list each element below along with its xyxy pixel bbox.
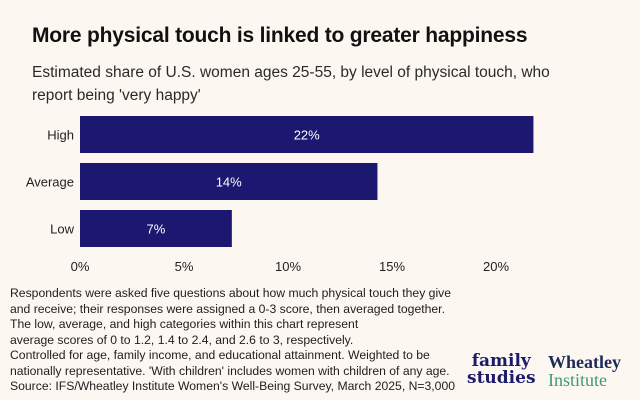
- chart-title: More physical touch is linked to greater…: [32, 24, 528, 47]
- chart-notes: Respondents were asked five questions ab…: [10, 286, 460, 395]
- category-label: Average: [26, 175, 74, 190]
- bar-high: [80, 116, 534, 153]
- bar-average: [80, 163, 378, 200]
- category-label: Low: [50, 222, 74, 237]
- note-line: nationally representative. 'With childre…: [10, 363, 450, 378]
- x-tick-label: 15%: [379, 259, 405, 274]
- x-tick-label: 5%: [175, 259, 194, 274]
- family-studies-logo: family studies: [467, 353, 536, 387]
- logo-text: Institute: [548, 370, 607, 390]
- data-label: 22%: [294, 128, 320, 143]
- data-label: 7%: [147, 222, 166, 237]
- x-tick-label: 10%: [275, 259, 301, 274]
- wheatley-institute-logo: Wheatley Institute: [548, 353, 621, 389]
- note-line: Respondents were asked five questions ab…: [10, 286, 452, 300]
- logo-text: studies: [467, 368, 536, 388]
- note-line: and receive; their responses were assign…: [10, 301, 445, 316]
- note-line: average scores of 0 to 1.2, 1.4 to 2.4, …: [10, 332, 354, 347]
- logo-text: Wheatley: [548, 352, 621, 372]
- note-line: The low, average, and high categories wi…: [10, 317, 359, 331]
- bar-low: [80, 210, 232, 247]
- chart-subtitle: Estimated share of U.S. women ages 25-55…: [32, 64, 550, 104]
- x-tick-label: 0%: [71, 259, 90, 274]
- bar-chart: High 22% Average 14% Low 7% 0% 5% 10% 15% 20%: [26, 116, 534, 274]
- category-label: High: [47, 128, 74, 143]
- note-line: Controlled for age, family income, and e…: [10, 348, 430, 362]
- x-tick-label: 20%: [483, 259, 509, 274]
- source-line: Source: IFS/Wheatley Institute Women's W…: [10, 379, 456, 393]
- data-label: 14%: [216, 175, 242, 190]
- logo-text: family: [471, 351, 531, 371]
